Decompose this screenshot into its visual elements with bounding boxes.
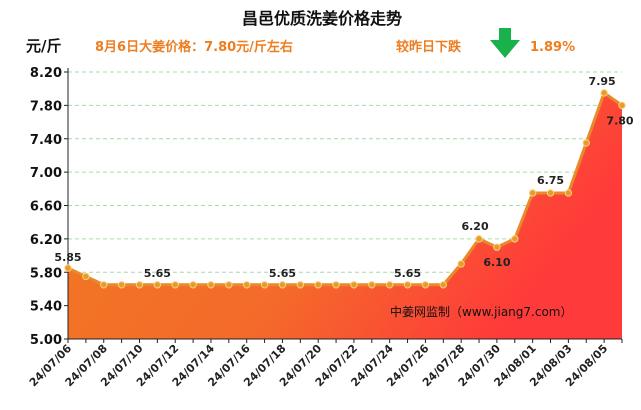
area-layer (67, 91, 623, 339)
y-tick-label: 8.20 (30, 66, 62, 81)
data-label: 5.85 (54, 251, 81, 264)
data-label: 7.95 (589, 75, 616, 88)
data-point (153, 281, 162, 289)
data-point (618, 101, 626, 110)
data-markers (64, 89, 626, 289)
change-label: 较昨日下跌 (396, 39, 462, 55)
data-point (421, 281, 430, 289)
data-point (296, 281, 305, 289)
data-point (582, 139, 590, 147)
data-point (439, 281, 447, 289)
grid-lines (68, 71, 622, 307)
y-tick-label: 5.00 (30, 333, 62, 348)
data-point (82, 272, 90, 281)
data-label: 6.75 (537, 174, 564, 187)
axes (67, 68, 622, 340)
data-label: 5.65 (144, 267, 171, 280)
y-tick-label: 7.00 (30, 166, 62, 181)
data-point (350, 281, 358, 289)
area-fill (68, 92, 622, 339)
data-label: 6.20 (461, 220, 488, 233)
y-unit-label: 元/斤 (26, 37, 61, 55)
data-point (171, 281, 179, 289)
y-axis-ticks: 5.00 5.40 5.80 6.20 6.60 7.00 7.40 7.80 8.20 (30, 66, 68, 348)
data-point (332, 281, 340, 289)
data-point (368, 281, 376, 289)
chart-title: 昌邑优质洗姜价格走势 (242, 9, 402, 28)
data-point (528, 189, 537, 197)
y-tick-label: 5.40 (30, 300, 62, 315)
down-arrow-icon (490, 28, 520, 58)
change-value: 1.89% (530, 40, 575, 55)
data-point (135, 281, 144, 289)
data-label: 5.65 (394, 267, 421, 280)
data-point (64, 264, 72, 272)
data-labels: 5.85 5.65 5.65 5.65 6.20 6.10 6.75 7.95 7.80 (54, 75, 633, 280)
data-point (511, 235, 519, 243)
data-point (207, 281, 215, 289)
data-point (385, 281, 394, 289)
data-point (189, 281, 197, 289)
data-label: 7.80 (606, 114, 633, 127)
data-point (117, 281, 126, 289)
data-point (564, 189, 573, 197)
data-label: 5.65 (269, 267, 296, 280)
x-axis-ticks: 24/07/0624/07/0824/07/1024/07/1224/07/14… (27, 339, 623, 389)
data-point (100, 281, 108, 289)
data-point (225, 281, 233, 289)
data-label: 6.10 (483, 256, 510, 269)
data-point (243, 281, 251, 289)
data-point (475, 235, 483, 243)
y-tick-label: 6.60 (30, 200, 62, 215)
data-point (493, 243, 501, 251)
data-point (546, 189, 555, 197)
y-tick-label: 7.40 (30, 133, 62, 148)
data-point (314, 281, 322, 289)
y-tick-label: 6.20 (30, 233, 62, 248)
data-point (403, 281, 412, 289)
source-watermark: 中姜网监制（www.jiang7.com） (390, 304, 572, 319)
data-point (278, 281, 287, 289)
y-tick-label: 7.80 (30, 99, 62, 114)
y-tick-label: 5.80 (30, 266, 62, 281)
data-point (600, 89, 608, 97)
data-point (260, 281, 269, 289)
data-point (457, 260, 465, 268)
price-note: 8月6日大姜价格：7.80元/斤左右 (95, 39, 293, 55)
